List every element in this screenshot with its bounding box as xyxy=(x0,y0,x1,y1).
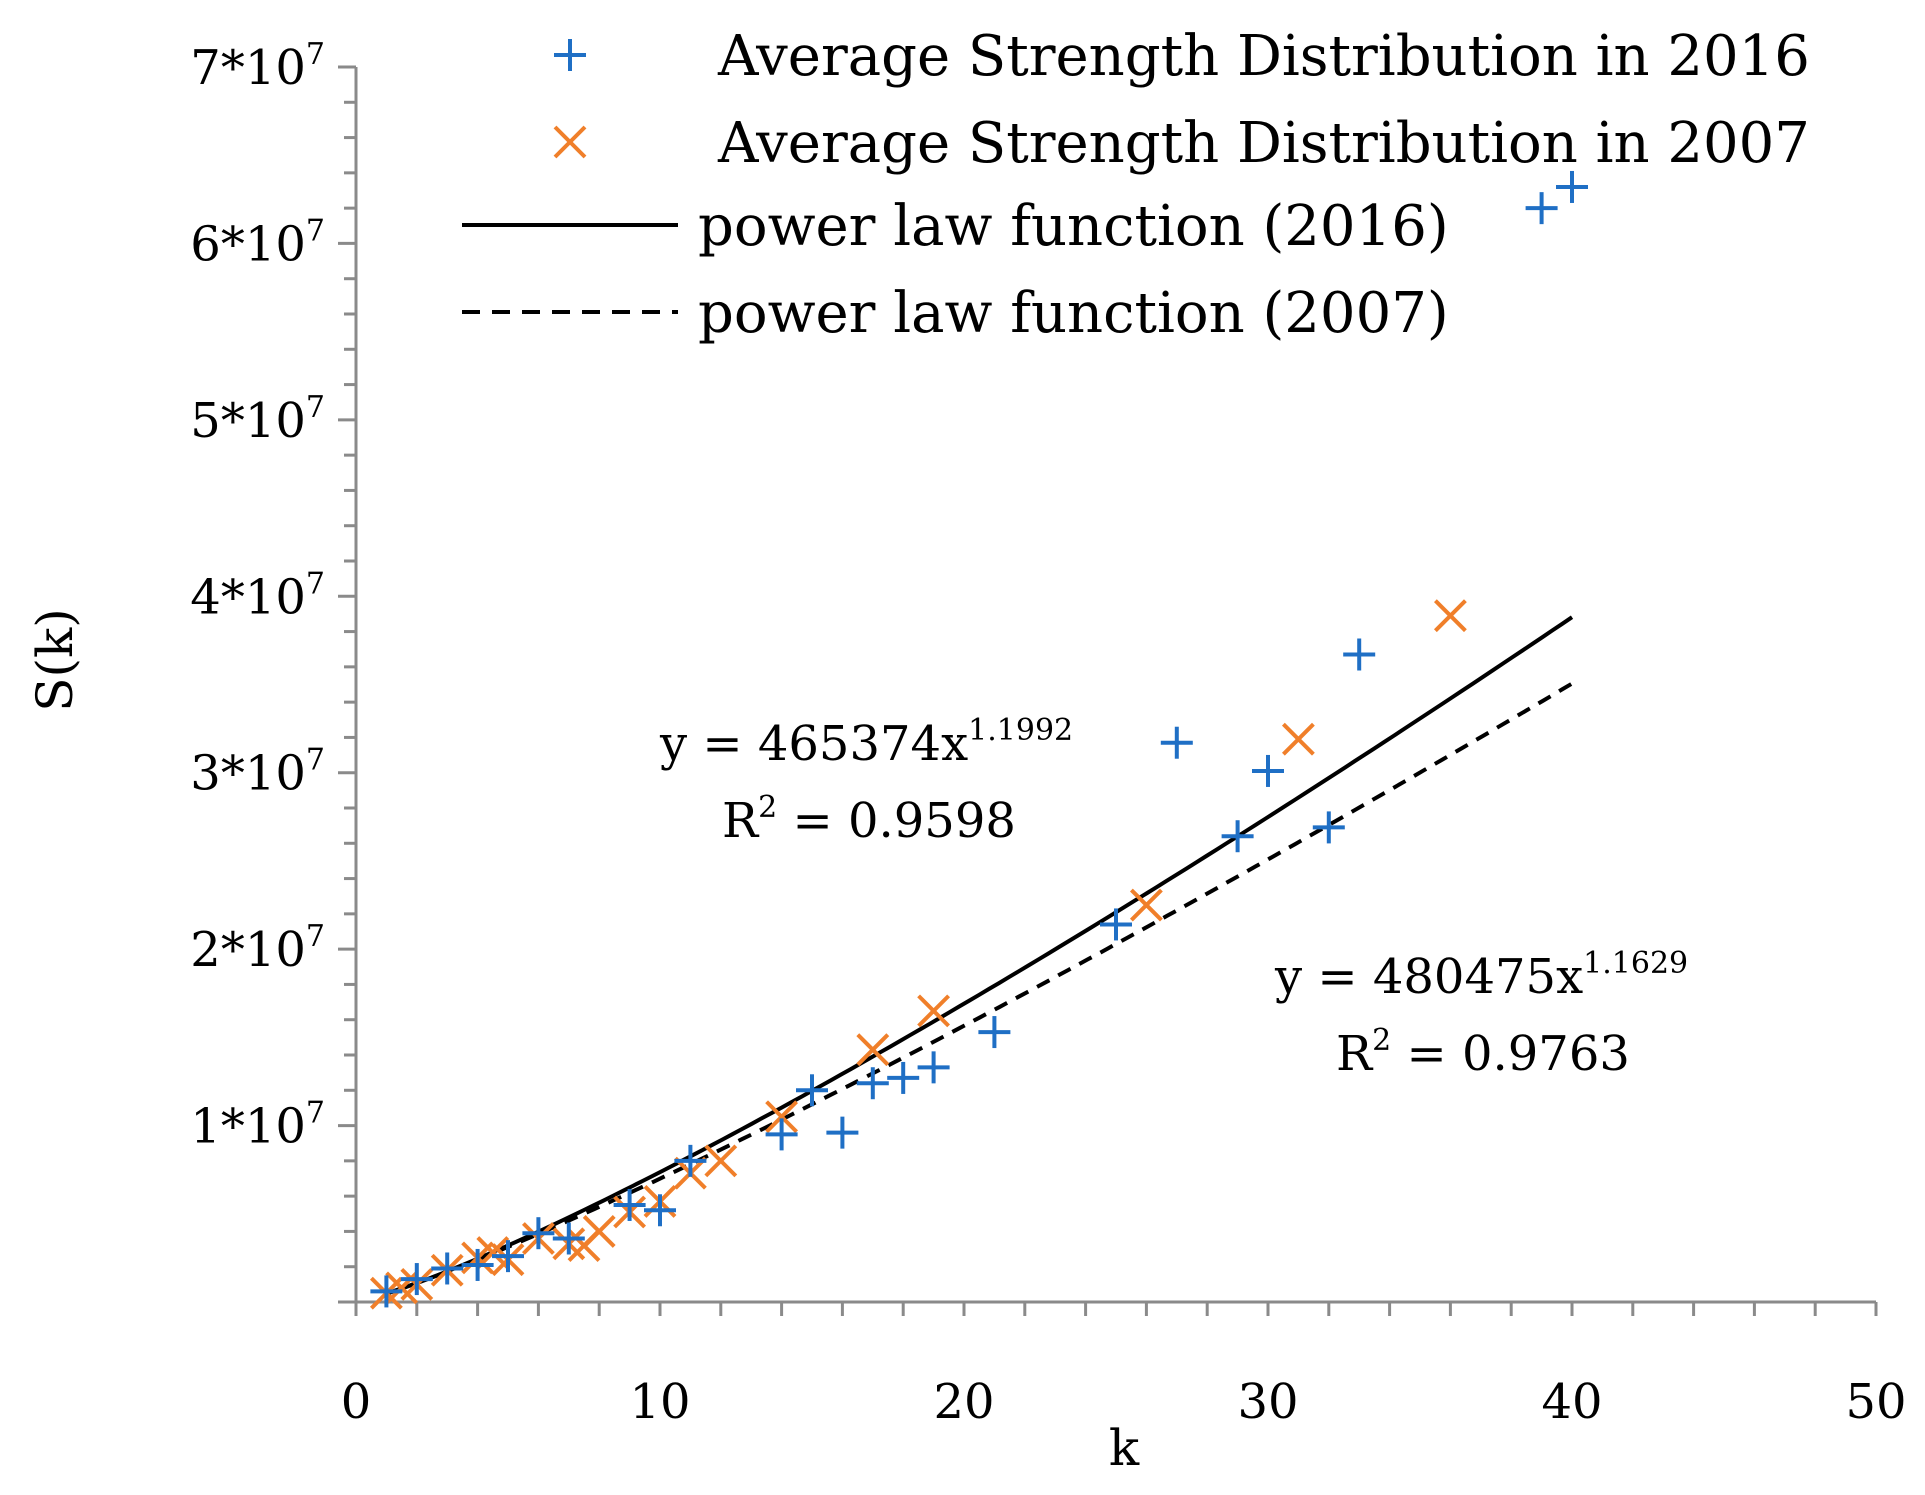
x-tick-label: 50 xyxy=(1845,1374,1906,1430)
point-2016 xyxy=(492,1240,524,1273)
point-2016 xyxy=(522,1217,555,1250)
y-tick-label-exp: 7 xyxy=(306,37,325,72)
annotation-equation-2016: y = 465374x1.1992 xyxy=(659,713,1073,772)
y-tick-label-exp: 7 xyxy=(306,743,325,778)
point-2016 xyxy=(978,1016,1011,1049)
y-tick-label: 2*107 xyxy=(190,919,325,978)
y-tick-label-base: 3*10 xyxy=(190,746,306,802)
point-2016 xyxy=(796,1074,828,1107)
point-2007 xyxy=(765,1100,799,1134)
marker-stroke xyxy=(765,1100,799,1134)
axes-layer xyxy=(338,65,1878,1316)
marker-stroke xyxy=(553,125,587,159)
annotation-r2-2016: R2 = 0.9598 xyxy=(722,790,1016,849)
y-tick-label-base: 4*10 xyxy=(190,569,306,625)
y-tick-label: 3*107 xyxy=(190,743,325,802)
x-tick-labels: 0 10 20 30 40 50 xyxy=(341,1374,1907,1430)
legend-label-fit-2016: power law function (2016) xyxy=(698,194,1449,259)
x-tick-label: 10 xyxy=(629,1374,690,1430)
y-tick-label-base: 7*10 xyxy=(190,40,306,96)
y-tick-label: 5*107 xyxy=(190,390,325,449)
point-2007 xyxy=(704,1144,738,1178)
point-2016 xyxy=(461,1248,494,1281)
marker-stroke xyxy=(1129,888,1163,922)
point-2016 xyxy=(644,1194,676,1227)
point-2016 xyxy=(613,1188,646,1221)
marker-stroke xyxy=(1281,722,1315,756)
point-2016 xyxy=(1160,726,1193,759)
x-tick-label: 20 xyxy=(933,1374,994,1430)
marker-stroke xyxy=(476,1236,510,1270)
fit-line-2016 xyxy=(385,615,1574,1296)
data-points xyxy=(369,170,1588,1310)
marker-stroke xyxy=(856,1033,890,1067)
fit-lines xyxy=(385,615,1574,1296)
y-tick-label-exp: 7 xyxy=(306,566,325,601)
annotation-equation-2007: y = 480475x1.1629 xyxy=(1274,946,1688,1005)
point-2016 xyxy=(1312,811,1345,844)
legend-label-2007: Average Strength Distribution in 2007 xyxy=(717,111,1810,176)
point-2007 xyxy=(856,1033,890,1067)
point-2016 xyxy=(1556,170,1588,203)
x-tick-label: 40 xyxy=(1541,1374,1602,1430)
y-tick-label: 6*107 xyxy=(190,213,325,272)
y-tick-label: 4*107 xyxy=(190,566,325,625)
legend-marker-2007 xyxy=(553,125,587,159)
fit-line-2007 xyxy=(385,681,1574,1296)
marker-stroke xyxy=(1433,599,1467,633)
point-2007 xyxy=(1433,599,1467,633)
legend-label-fit-2007: power law function (2007) xyxy=(698,281,1449,346)
legend-cross-marker xyxy=(553,125,587,159)
x-tick-label: 30 xyxy=(1237,1374,1298,1430)
x-axis-title: k xyxy=(1109,1419,1140,1477)
point-2016 xyxy=(887,1061,920,1094)
point-2016 xyxy=(856,1067,889,1100)
point-2016 xyxy=(765,1118,798,1151)
y-tick-label-base: 2*10 xyxy=(190,922,306,978)
point-2007 xyxy=(917,994,951,1028)
marker-stroke xyxy=(704,1144,738,1178)
y-tick-label: 7*107 xyxy=(190,37,325,96)
legend-plus-marker xyxy=(554,39,586,71)
point-2016 xyxy=(370,1275,403,1308)
x-tick-label: 0 xyxy=(341,1374,372,1430)
point-2016 xyxy=(400,1263,433,1296)
y-tick-label-base: 6*10 xyxy=(190,216,306,272)
y-tick-label-exp: 7 xyxy=(306,1096,325,1131)
point-2016 xyxy=(1252,754,1284,787)
point-2007 xyxy=(1129,888,1163,922)
y-tick-label-exp: 7 xyxy=(306,213,325,248)
point-2016 xyxy=(674,1144,707,1177)
point-2007 xyxy=(582,1215,616,1248)
point-2016 xyxy=(1343,638,1376,671)
point-2016 xyxy=(431,1252,464,1285)
y-tick-label-base: 5*10 xyxy=(190,393,306,449)
point-2007 xyxy=(1281,722,1315,756)
legend: Average Strength Distribution in 2016 Av… xyxy=(462,24,1810,346)
y-tick-label-base: 1*10 xyxy=(190,1099,306,1155)
y-tick-label: 1*107 xyxy=(190,1096,325,1155)
point-2016 xyxy=(1525,192,1558,225)
point-2016 xyxy=(1100,908,1132,941)
point-2016 xyxy=(826,1116,859,1149)
marker-stroke xyxy=(582,1215,616,1248)
annotation-r2-2007: R2 = 0.9763 xyxy=(1336,1023,1630,1082)
marker-stroke xyxy=(917,994,951,1028)
legend-label-2016: Average Strength Distribution in 2016 xyxy=(717,24,1810,89)
y-tick-label-exp: 7 xyxy=(306,919,325,954)
point-2016 xyxy=(1221,820,1254,853)
legend-marker-2016 xyxy=(554,39,586,71)
y-axis-title: S(k) xyxy=(26,608,84,712)
point-2016 xyxy=(917,1051,950,1084)
y-tick-label-exp: 7 xyxy=(306,390,325,425)
point-2016 xyxy=(552,1222,585,1255)
